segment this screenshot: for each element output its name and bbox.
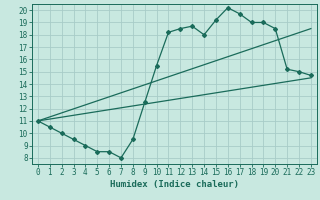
X-axis label: Humidex (Indice chaleur): Humidex (Indice chaleur)	[110, 180, 239, 189]
